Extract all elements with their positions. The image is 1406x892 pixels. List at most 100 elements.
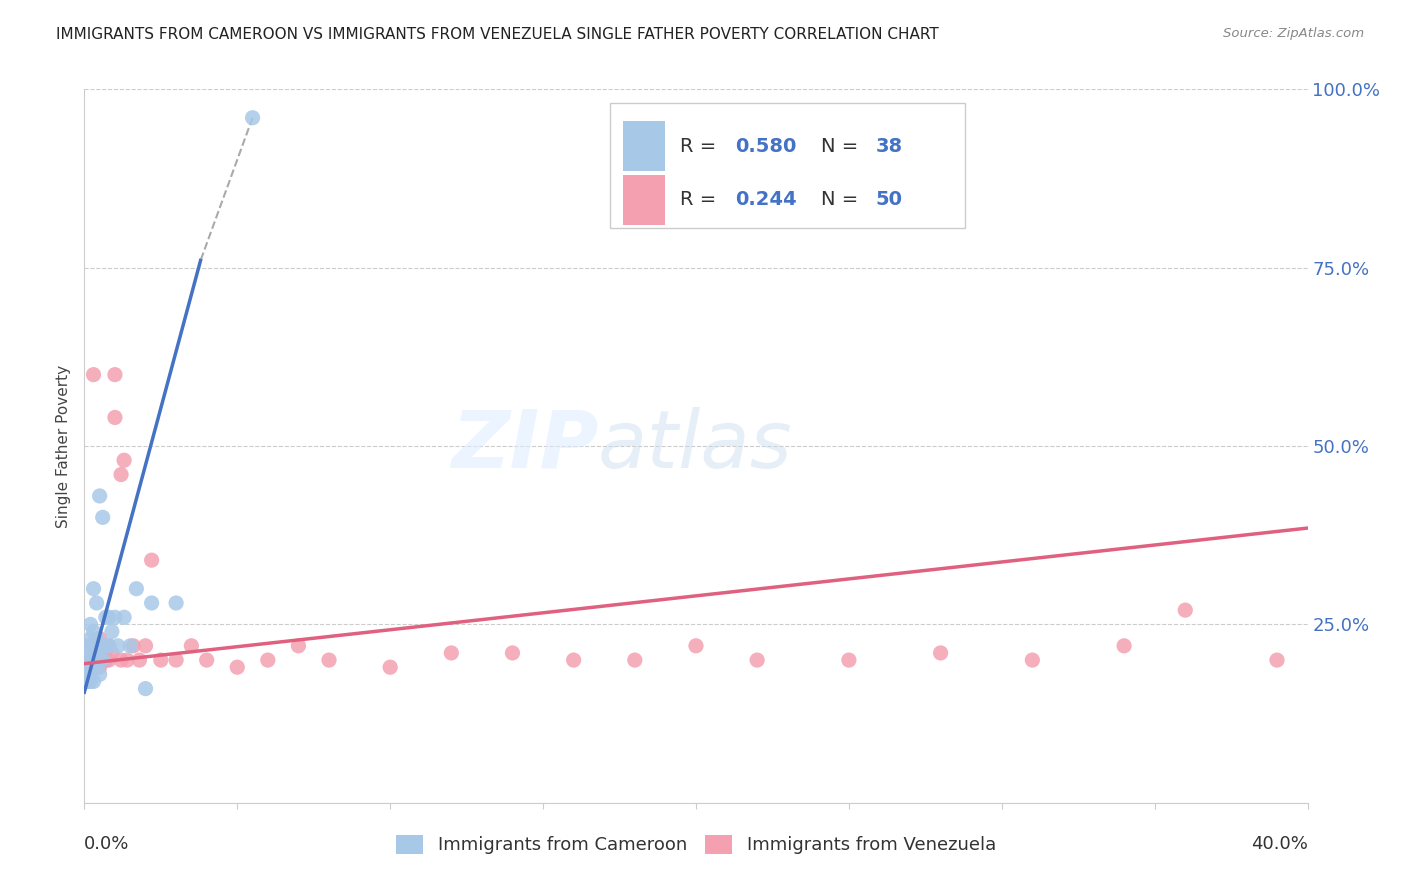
Point	[83, 653, 105, 667]
Point	[120, 639, 142, 653]
Text: N =: N =	[821, 190, 865, 210]
Text: 40.0%: 40.0%	[1251, 835, 1308, 853]
Point	[86, 596, 108, 610]
Point	[79, 653, 101, 667]
Point	[165, 596, 187, 610]
Point	[76, 660, 98, 674]
Point	[97, 639, 120, 653]
Point	[89, 667, 111, 681]
Text: N =: N =	[821, 136, 865, 156]
Point	[79, 674, 101, 689]
Point	[110, 653, 132, 667]
Point	[94, 639, 117, 653]
Point	[76, 653, 98, 667]
Point	[89, 489, 111, 503]
Point	[83, 368, 105, 382]
Point	[242, 111, 264, 125]
Text: 0.580: 0.580	[735, 136, 796, 156]
Point	[107, 639, 129, 653]
Point	[122, 639, 145, 653]
FancyBboxPatch shape	[623, 175, 665, 225]
Point	[97, 639, 120, 653]
Point	[86, 646, 108, 660]
Point	[287, 639, 309, 653]
Point	[86, 632, 108, 646]
Point	[180, 639, 202, 653]
Point	[83, 582, 105, 596]
Point	[86, 660, 108, 674]
Point	[94, 653, 117, 667]
Point	[94, 639, 117, 653]
Point	[149, 653, 172, 667]
Text: R =: R =	[681, 136, 723, 156]
Point	[83, 639, 105, 653]
Point	[76, 674, 98, 689]
Point	[101, 624, 124, 639]
Point	[380, 660, 402, 674]
Point	[104, 610, 127, 624]
Point	[141, 553, 163, 567]
Point	[195, 653, 218, 667]
Point	[83, 646, 105, 660]
Point	[226, 660, 249, 674]
Point	[135, 681, 157, 696]
Point	[110, 467, 132, 482]
Text: 50: 50	[876, 190, 903, 210]
Point	[1021, 653, 1043, 667]
Point	[1174, 603, 1197, 617]
Point	[91, 510, 114, 524]
Point	[79, 617, 101, 632]
Point	[79, 667, 101, 681]
Text: Source: ZipAtlas.com: Source: ZipAtlas.com	[1223, 27, 1364, 40]
Point	[624, 653, 647, 667]
Point	[79, 660, 101, 674]
Point	[79, 639, 101, 653]
Point	[101, 646, 124, 660]
Point	[112, 453, 135, 467]
Point	[1265, 653, 1288, 667]
Point	[838, 653, 860, 667]
Point	[135, 639, 157, 653]
Point	[83, 674, 105, 689]
Y-axis label: Single Father Poverty: Single Father Poverty	[56, 365, 72, 527]
Point	[83, 624, 105, 639]
Point	[76, 639, 98, 653]
FancyBboxPatch shape	[610, 103, 965, 228]
Point	[128, 653, 150, 667]
Point	[89, 646, 111, 660]
Point	[165, 653, 187, 667]
Point	[91, 653, 114, 667]
Point	[112, 610, 135, 624]
FancyBboxPatch shape	[623, 121, 665, 171]
Point	[89, 632, 111, 646]
Point	[76, 667, 98, 681]
Point	[86, 653, 108, 667]
Text: 38: 38	[876, 136, 903, 156]
Text: atlas: atlas	[598, 407, 793, 485]
Point	[91, 653, 114, 667]
Point	[79, 632, 101, 646]
Point	[97, 653, 120, 667]
Point	[86, 639, 108, 653]
Text: ZIP: ZIP	[451, 407, 598, 485]
Point	[94, 610, 117, 624]
Point	[685, 639, 707, 653]
Point	[125, 582, 148, 596]
Point	[257, 653, 280, 667]
Point	[89, 653, 111, 667]
Point	[91, 639, 114, 653]
Point	[104, 368, 127, 382]
Text: 0.0%: 0.0%	[84, 835, 129, 853]
Point	[1114, 639, 1136, 653]
Text: IMMIGRANTS FROM CAMEROON VS IMMIGRANTS FROM VENEZUELA SINGLE FATHER POVERTY CORR: IMMIGRANTS FROM CAMEROON VS IMMIGRANTS F…	[56, 27, 939, 42]
Point	[115, 653, 138, 667]
Point	[79, 646, 101, 660]
Point	[440, 646, 463, 660]
Text: 0.244: 0.244	[735, 190, 797, 210]
Point	[76, 674, 98, 689]
Text: R =: R =	[681, 190, 723, 210]
Point	[502, 646, 524, 660]
Point	[97, 610, 120, 624]
Point	[929, 646, 952, 660]
Point	[747, 653, 769, 667]
